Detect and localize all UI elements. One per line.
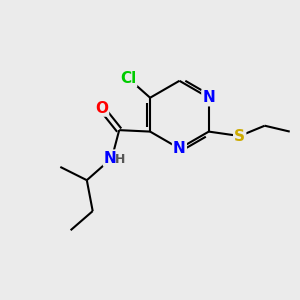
Text: O: O (95, 100, 108, 116)
Text: Cl: Cl (120, 71, 136, 86)
Text: S: S (234, 128, 245, 143)
Text: N: N (104, 151, 117, 166)
Text: N: N (173, 141, 186, 156)
Text: H: H (115, 153, 125, 166)
Text: N: N (202, 90, 215, 105)
